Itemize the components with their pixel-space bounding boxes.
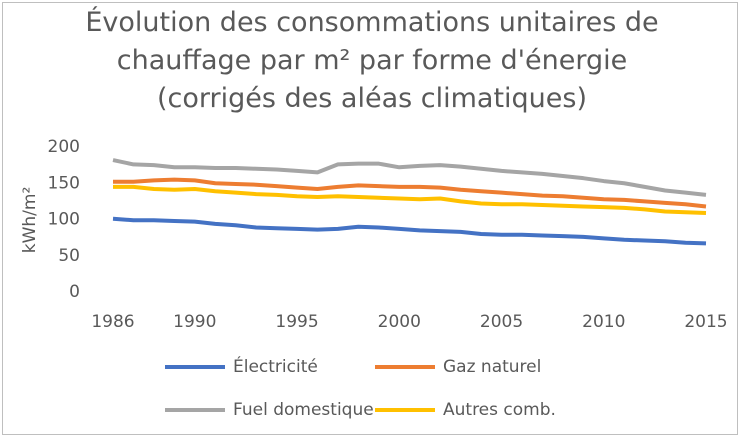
- x-tick-label: 2005: [480, 312, 523, 332]
- legend-label: Électricité: [233, 355, 318, 377]
- y-axis-label: kWh/m²: [20, 187, 40, 254]
- series-line: [112, 158, 707, 197]
- x-tick-label: 2010: [582, 312, 625, 332]
- series-line: [113, 177, 707, 209]
- chart-frame: [2, 2, 738, 435]
- y-tick-label: 200: [48, 137, 80, 157]
- x-tick-label: 1986: [91, 312, 134, 332]
- y-tick-label: 50: [58, 246, 80, 266]
- x-tick-label: 2000: [378, 312, 421, 332]
- series-line: [113, 184, 707, 215]
- legend-label: Autres comb.: [443, 400, 556, 420]
- series-line: [112, 216, 707, 246]
- legend-label: Fuel domestique: [233, 400, 374, 420]
- y-tick-label: 150: [48, 173, 80, 193]
- y-tick-label: 0: [69, 282, 80, 302]
- chart-title: Évolution des consommations unitaires de…: [85, 7, 659, 114]
- x-tick-label: 2015: [684, 312, 727, 332]
- legend-label: Gaz naturel: [443, 357, 541, 377]
- x-tick-label: 1990: [173, 312, 216, 332]
- x-tick-label: 1995: [275, 312, 318, 332]
- y-tick-label: 100: [48, 210, 80, 230]
